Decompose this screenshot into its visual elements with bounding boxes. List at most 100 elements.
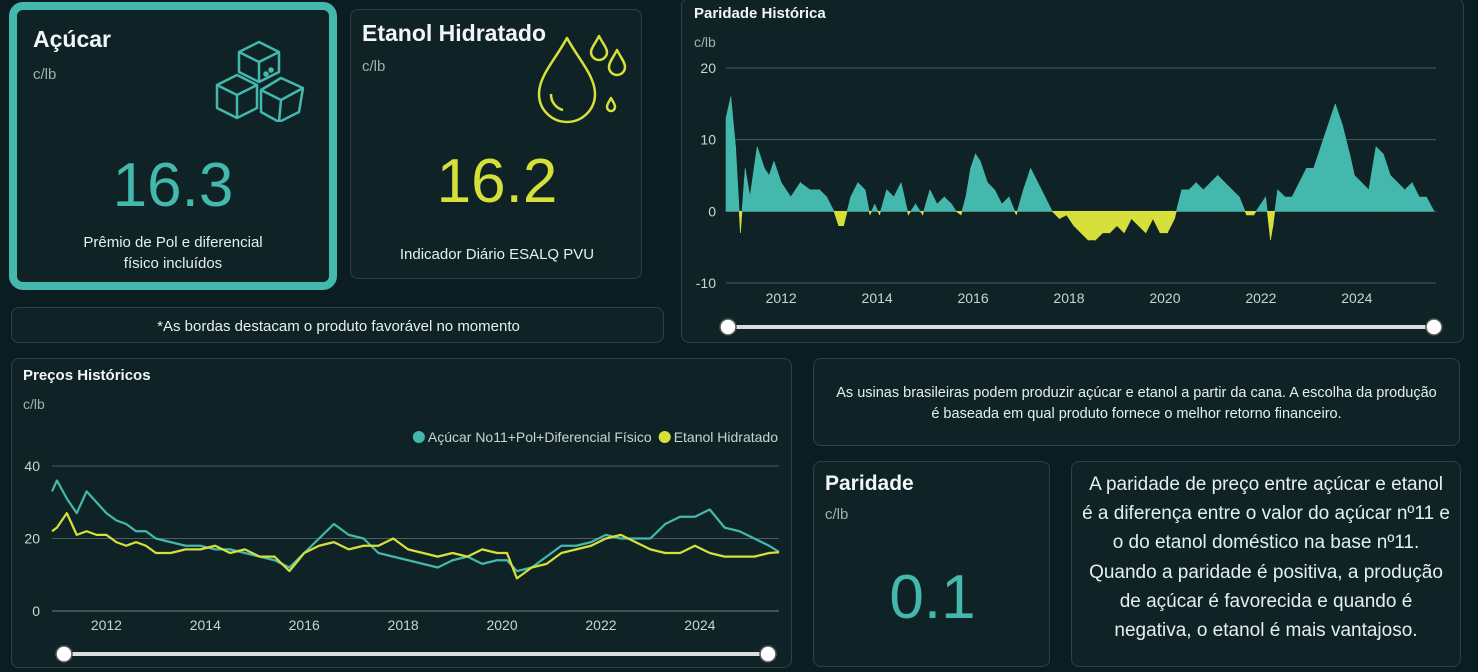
x-tick-label: 2018 xyxy=(388,617,419,633)
parity-area-negative xyxy=(833,211,840,226)
parity-area-positive xyxy=(864,189,870,212)
y-tick-label: 0 xyxy=(32,603,40,619)
parity-area-negative xyxy=(922,211,925,215)
etanol-title: Etanol Hidratado xyxy=(362,20,547,46)
parity-area-negative xyxy=(1095,211,1103,241)
parity-area-positive xyxy=(1203,181,1211,212)
paridade-historica-visual[interactable]: Paridade Histórica c/lb -10 0 10 20 2012 2014… xyxy=(681,0,1464,343)
parity-area-negative xyxy=(1272,211,1276,226)
parity-area-negative xyxy=(1059,211,1067,219)
parity-area-positive xyxy=(987,181,995,212)
parity-area-positive xyxy=(1044,196,1053,212)
paridade-unit: c/lb xyxy=(825,506,849,523)
parity-area-negative xyxy=(960,211,963,215)
parity-area-positive xyxy=(1327,103,1336,212)
parity-area-negative xyxy=(1066,211,1075,227)
parity-area-positive xyxy=(961,196,967,212)
parity-area-positive xyxy=(764,167,770,212)
parity-area-positive xyxy=(893,182,902,212)
parity-area-positive xyxy=(1291,182,1300,212)
parity-area-positive xyxy=(1260,196,1266,212)
x-tick-label: 2024 xyxy=(684,617,715,633)
parity-area-positive xyxy=(1210,174,1219,212)
parity-area-positive xyxy=(800,182,811,212)
parity-area-positive xyxy=(1397,181,1406,212)
x-tick-label: 2016 xyxy=(957,290,988,306)
parity-area-positive xyxy=(1368,146,1377,212)
parity-area-positive xyxy=(1037,182,1046,212)
parity-area-positive xyxy=(923,189,931,212)
parity-area-positive xyxy=(943,196,952,212)
parity-area-negative xyxy=(1253,211,1257,216)
parity-area-positive xyxy=(826,196,835,212)
legend-label-acucar: Açúcar No11+Pol+Diferencial Físico xyxy=(428,429,652,445)
range-slider-start-handle[interactable] xyxy=(55,645,73,663)
range-slider-end-handle[interactable] xyxy=(1425,318,1443,336)
x-tick-label: 2016 xyxy=(289,617,320,633)
ethanol-drops-icon xyxy=(537,34,627,124)
parity-area-positive xyxy=(1175,189,1183,212)
parity-area-negative xyxy=(1270,211,1274,241)
parity-area-positive xyxy=(1231,189,1240,212)
parity-area-positive xyxy=(1298,168,1307,212)
info-text: As usinas brasileiras podem produzir açú… xyxy=(836,385,1437,422)
parity-area-negative xyxy=(1246,211,1255,216)
parity-area-negative xyxy=(843,211,848,226)
series-line-acucar xyxy=(50,479,780,573)
parity-area-positive xyxy=(1001,196,1010,212)
x-tick-label: 2018 xyxy=(1053,290,1084,306)
parity-area-positive xyxy=(1277,189,1286,212)
x-tick-label: 2014 xyxy=(862,290,893,306)
acucar-value: 16.3 xyxy=(112,151,234,220)
parity-area-negative xyxy=(1266,211,1271,241)
range-slider-start-handle[interactable] xyxy=(719,318,737,336)
parity-area-positive xyxy=(1274,189,1278,212)
acucar-description: Prêmio de Pol e diferencial físico inclu… xyxy=(17,232,329,274)
legend-marker-etanol xyxy=(658,431,671,443)
parity-area-positive xyxy=(725,96,732,212)
parity-area-negative xyxy=(907,211,912,216)
parity-area-negative xyxy=(1174,211,1177,219)
paridade-chart-svg[interactable]: -10 0 10 20 2012 2014 2016 2018 2020 2022 2024 xyxy=(682,0,1463,342)
parity-area-negative xyxy=(919,211,923,216)
parity-area-positive xyxy=(1349,153,1355,212)
precos-chart-svg[interactable]: 0 20 40 2012 2014 2016 2018 2020 2022 2024 Etanol … xyxy=(12,359,791,667)
favorable-note-text: *As bordas destacam o produto favorável … xyxy=(157,318,520,335)
parity-area-negative xyxy=(1116,211,1125,234)
y-tick-label: 20 xyxy=(700,60,716,76)
parity-area-positive xyxy=(790,181,801,212)
sugar-cubes-icon xyxy=(215,40,305,122)
x-tick-label: 2012 xyxy=(766,290,797,306)
parity-area-negative xyxy=(1131,211,1139,227)
parity-area-positive xyxy=(951,203,957,212)
parity-area-negative xyxy=(1145,211,1154,233)
parity-area-positive xyxy=(929,189,938,212)
precos-historicos-visual[interactable]: Preços Históricos c/lb 0 20 40 2012 2014 2016… xyxy=(11,358,792,668)
parity-area-positive xyxy=(1016,189,1024,212)
parity-area-positive xyxy=(1320,125,1329,212)
parity-area-positive xyxy=(749,146,758,212)
parity-area-positive xyxy=(994,189,1003,212)
paridade-card[interactable]: Paridade c/lb 0.1 xyxy=(813,461,1050,667)
parity-area-positive xyxy=(1265,196,1268,212)
etanol-card[interactable]: Etanol Hidratado c/lb 16.2 Indicador Diá… xyxy=(350,9,642,279)
parity-area-positive xyxy=(735,146,740,212)
range-slider-end-handle[interactable] xyxy=(759,645,777,663)
etanol-description: Indicador Diário ESALQ PVU xyxy=(399,246,595,263)
parity-area-positive xyxy=(1255,203,1262,212)
x-tick-label: 2024 xyxy=(1341,290,1372,306)
acucar-card[interactable]: Açúcar c/lb 16.3 Prêmio de Pol e diferen… xyxy=(9,2,337,290)
y-tick-label: -10 xyxy=(696,275,716,291)
paridade-title: Paridade xyxy=(825,472,914,495)
acucar-desc-line2: físico incluídos xyxy=(123,255,223,272)
x-tick-label: 2020 xyxy=(486,617,517,633)
parity-area-negative xyxy=(1087,211,1096,241)
parity-area-positive xyxy=(809,189,820,212)
parity-area-positive xyxy=(1224,181,1233,212)
parity-area-positive xyxy=(900,182,908,212)
etanol-unit: c/lb xyxy=(362,58,386,75)
parity-area-positive xyxy=(1284,196,1293,212)
parity-area-negative xyxy=(1102,211,1111,234)
parity-area-positive xyxy=(1195,181,1204,212)
parity-area-positive xyxy=(1313,146,1322,212)
